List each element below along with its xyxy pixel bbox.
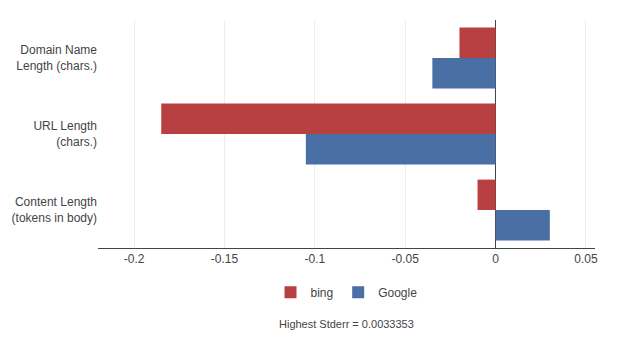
svg-text:0: 0 — [492, 252, 499, 266]
svg-text:URL Length(chars.): URL Length(chars.) — [33, 119, 97, 149]
svg-text:Content Length(tokens in body): Content Length(tokens in body) — [12, 195, 97, 225]
svg-text:Google: Google — [378, 286, 417, 300]
svg-text:bing: bing — [311, 286, 334, 300]
svg-text:-0.1: -0.1 — [305, 252, 326, 266]
svg-text:Domain NameLength (chars.): Domain NameLength (chars.) — [16, 43, 97, 73]
svg-text:-0.2: -0.2 — [124, 252, 145, 266]
svg-text:Highest Stderr = 0.0033353: Highest Stderr = 0.0033353 — [279, 318, 414, 330]
svg-text:-0.05: -0.05 — [392, 252, 420, 266]
svg-text:-0.15: -0.15 — [211, 252, 239, 266]
svg-text:0.05: 0.05 — [574, 252, 598, 266]
